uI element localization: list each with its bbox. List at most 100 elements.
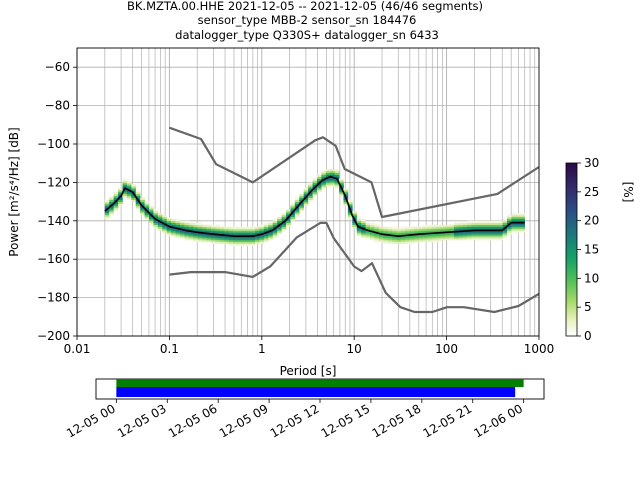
histogram-cell — [144, 207, 150, 210]
histogram-cell — [126, 192, 132, 195]
histogram-cell — [356, 216, 362, 220]
histogram-cell — [303, 201, 309, 204]
histogram-cell — [299, 205, 305, 208]
histogram-cell — [140, 201, 145, 204]
histogram-cell — [480, 234, 486, 237]
histogram-cell — [462, 236, 468, 239]
histogram-cell — [118, 192, 123, 195]
histogram-cell — [113, 207, 119, 210]
histogram-cell — [520, 226, 525, 229]
histogram-cell — [365, 236, 371, 239]
histogram-cell — [171, 218, 176, 222]
histogram-cell — [250, 226, 256, 229]
histogram-cell — [113, 209, 119, 212]
histogram-cell — [520, 218, 525, 222]
histogram-cell — [502, 224, 508, 227]
histogram-cell — [352, 222, 358, 225]
plot-frame — [76, 47, 540, 337]
histogram-cell — [140, 207, 145, 210]
histogram-cell — [515, 218, 521, 222]
histogram-cell — [378, 228, 384, 231]
histogram-cell — [431, 238, 437, 241]
histogram-cell — [334, 174, 340, 177]
histogram-cell — [369, 222, 375, 225]
histogram-cell — [113, 203, 119, 206]
histogram-cell — [330, 184, 335, 187]
histogram-cell — [126, 193, 132, 197]
histogram-cell — [515, 224, 521, 227]
histogram-cell — [140, 199, 145, 202]
histogram-cell — [476, 226, 481, 229]
histogram-cell — [347, 199, 353, 202]
histogram-cell — [250, 238, 256, 241]
histogram-cell — [471, 226, 477, 229]
psd-histogram — [104, 168, 525, 247]
histogram-cell — [193, 236, 198, 239]
histogram-cell — [383, 238, 388, 241]
histogram-cell — [118, 190, 123, 193]
histogram-cell — [365, 228, 371, 231]
histogram-cell — [462, 234, 468, 237]
histogram-cell — [511, 222, 517, 225]
histogram-cell — [471, 220, 477, 224]
histogram-cell — [400, 236, 406, 239]
histogram-cell — [361, 232, 366, 235]
histogram-cell — [316, 174, 322, 177]
histogram-cell — [343, 188, 349, 191]
histogram-cell — [197, 234, 203, 237]
histogram-cell — [343, 203, 349, 206]
histogram-cell — [308, 193, 313, 197]
histogram-cell — [246, 238, 251, 241]
histogram-cell — [369, 236, 375, 239]
x-tick-label: 1 — [258, 342, 266, 356]
histogram-cell — [387, 236, 393, 239]
histogram-cell — [414, 234, 419, 237]
histogram-cell — [462, 228, 468, 231]
histogram-cell — [325, 178, 331, 181]
histogram-cell — [458, 228, 464, 231]
histogram-cell — [175, 230, 181, 233]
histogram-cell — [140, 213, 145, 216]
histogram-cell — [321, 180, 327, 183]
histogram-cell — [339, 190, 344, 193]
histogram-cell — [224, 240, 229, 243]
histogram-cell — [162, 230, 167, 233]
histogram-cell — [515, 228, 521, 231]
histogram-cell — [400, 228, 406, 231]
histogram-cell — [396, 240, 402, 243]
histogram-cell — [414, 228, 419, 231]
histogram-cell — [493, 226, 499, 229]
histogram-cell — [268, 228, 274, 231]
histogram-cell — [219, 226, 225, 229]
histogram-cell — [520, 216, 525, 220]
histogram-cell — [272, 222, 278, 225]
histogram-cell — [241, 230, 247, 233]
histogram-cell — [188, 226, 194, 229]
histogram-cell — [352, 226, 358, 229]
histogram-cell — [299, 193, 305, 197]
histogram-cell — [489, 220, 495, 224]
histogram-cell — [162, 216, 167, 220]
histogram-cell — [237, 232, 243, 235]
histogram-cell — [400, 232, 406, 235]
timeline-tick-label: 12-05 03 — [115, 401, 169, 440]
colorbar-gradient — [565, 162, 578, 337]
histogram-cell — [232, 238, 238, 241]
histogram-cell — [290, 203, 296, 206]
histogram-cell — [157, 224, 163, 227]
histogram-cell — [334, 168, 340, 172]
histogram-cell — [109, 209, 114, 212]
histogram-cell — [405, 232, 411, 235]
histogram-cell — [303, 199, 309, 202]
histogram-cell — [316, 178, 322, 181]
histogram-cell — [197, 230, 203, 233]
histogram-cell — [281, 216, 287, 220]
histogram-cell — [471, 234, 477, 237]
histogram-cell — [135, 205, 141, 208]
histogram-cell — [131, 188, 137, 191]
histogram-cell — [405, 240, 411, 243]
histogram-cell — [396, 228, 402, 231]
histogram-cell — [515, 222, 521, 225]
histogram-cell — [352, 215, 358, 218]
histogram-cell — [144, 216, 150, 220]
